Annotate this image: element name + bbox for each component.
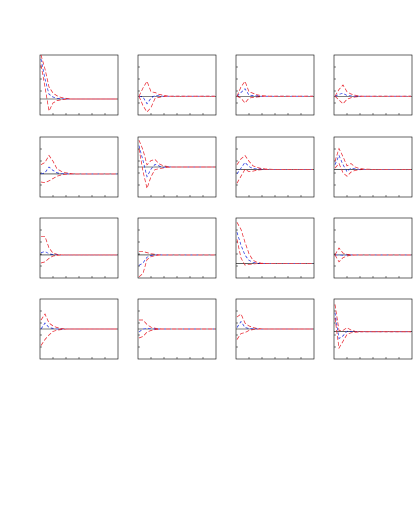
lower-line [334, 95, 411, 105]
panel-frame [235, 217, 315, 279]
lower-line [138, 95, 215, 113]
panel-frame [39, 217, 119, 279]
upper-line [334, 147, 411, 170]
upper-line [138, 140, 215, 168]
lower-line [40, 254, 117, 264]
panel-frame [333, 136, 413, 198]
upper-line [236, 222, 313, 265]
upper-line [139, 251, 215, 256]
response-line [138, 254, 215, 266]
panel-3-4 [333, 217, 413, 279]
upper-line [40, 54, 117, 100]
panel-1-1 [39, 54, 119, 116]
lower-line [138, 328, 215, 339]
upper-line [40, 154, 117, 175]
panel-4-1 [39, 298, 119, 360]
panel-2-2 [137, 136, 217, 198]
panel-frame [235, 136, 315, 198]
panel-4-3 [235, 298, 315, 360]
upper-line [236, 154, 313, 170]
panel-2-1 [39, 136, 119, 198]
upper-line [139, 319, 215, 330]
panel-frame [137, 217, 217, 279]
panel-4-4 [333, 298, 413, 360]
lower-line [236, 328, 313, 340]
panel-2-4 [333, 136, 413, 198]
panel-1-4 [333, 54, 413, 116]
lower-line [40, 173, 117, 184]
lower-line [334, 318, 411, 350]
panel-3-3 [235, 217, 315, 279]
panel-frame [333, 54, 413, 116]
lower-line [334, 254, 411, 263]
panel-4-2 [137, 298, 217, 360]
response-line [236, 232, 313, 265]
lower-line [40, 64, 117, 113]
response-line [40, 58, 117, 100]
upper-line [40, 313, 117, 330]
response-line [138, 95, 215, 105]
panel-frame [39, 136, 119, 198]
lower-line [138, 254, 215, 278]
panel-3-2 [137, 217, 217, 279]
lower-line [236, 168, 313, 184]
upper-line [334, 304, 411, 333]
upper-line [334, 247, 411, 256]
upper-line [41, 236, 117, 256]
lower-line [236, 95, 313, 104]
upper-line [236, 313, 313, 330]
panel-1-2 [137, 54, 217, 116]
panel-frame [39, 54, 119, 116]
response-line [40, 166, 117, 175]
lower-line [236, 239, 313, 266]
panel-frame [137, 54, 217, 116]
lower-line [138, 148, 215, 190]
panel-3-1 [39, 217, 119, 279]
panel-2-3 [235, 136, 315, 198]
panel-1-3 [235, 54, 315, 116]
response-line [40, 322, 117, 330]
response-line [334, 312, 411, 340]
panel-frame [333, 217, 413, 279]
lower-line [40, 328, 117, 346]
panel-frame [333, 298, 413, 360]
response-line [236, 161, 313, 175]
panel-frame [235, 54, 315, 116]
upper-line [138, 80, 215, 97]
response-line [334, 92, 411, 97]
upper-line [334, 84, 411, 97]
lower-line [334, 162, 411, 177]
response-line [138, 145, 215, 178]
